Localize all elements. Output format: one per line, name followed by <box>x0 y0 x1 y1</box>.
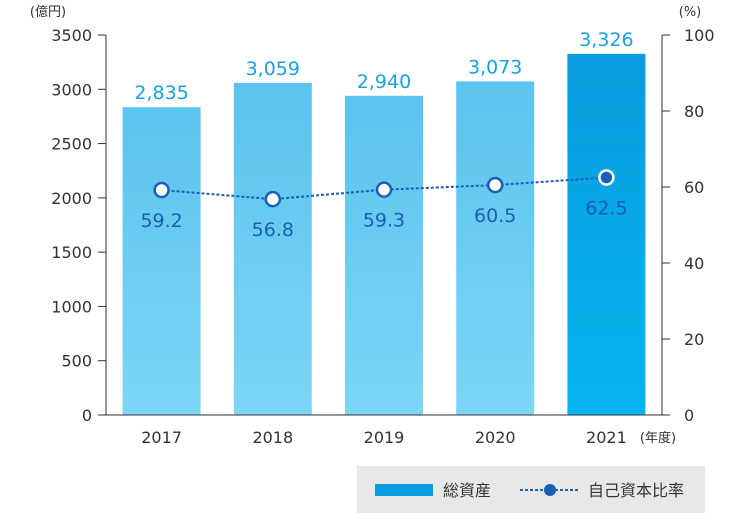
right-tick-label: 100 <box>684 26 715 45</box>
x-tick-label: 2018 <box>252 428 293 447</box>
right-tick-label: 60 <box>684 178 704 197</box>
left-tick-label: 2000 <box>51 189 92 208</box>
axes: 0 500 1000 1500 2000 2500 3000 3500 0 20 40 60 80 100 <box>51 26 714 425</box>
x-tick-label: 2020 <box>475 428 516 447</box>
bar-value-label: 2,940 <box>357 71 411 93</box>
left-tick-label: 1500 <box>51 243 92 262</box>
bar-value-label: 3,073 <box>468 56 522 78</box>
bar-2019 <box>345 95 423 416</box>
ratio-point-label: 56.8 <box>252 219 294 241</box>
x-tick-label: 2017 <box>141 428 182 447</box>
x-tick-label: 2021 <box>586 428 627 447</box>
bar-2021 <box>567 53 646 416</box>
ratio-point-label: 62.5 <box>585 198 627 220</box>
ratio-point <box>375 181 393 198</box>
ratio-point-label: 59.3 <box>363 210 405 232</box>
x-axis-unit: (年度) <box>640 430 676 446</box>
legend-line-label: 自己資本比率 <box>588 481 684 500</box>
ratio-line <box>161 176 607 201</box>
left-tick-label: 3500 <box>51 26 92 45</box>
right-tick-label: 80 <box>684 102 704 121</box>
legend-line-marker <box>544 484 556 496</box>
right-axis-unit: (%) <box>679 5 702 20</box>
left-tick-label: 500 <box>61 352 92 371</box>
ratio-point <box>264 190 282 208</box>
left-tick-label: 0 <box>82 406 92 425</box>
left-tick-label: 2500 <box>51 135 92 154</box>
right-tick-label: 20 <box>684 330 704 349</box>
ratio-point-label: 60.5 <box>474 205 516 227</box>
left-tick-label: 3000 <box>51 80 92 99</box>
bar-value-label: 2,835 <box>134 82 188 104</box>
bar-series: 2,835 3,059 2,940 3,073 3,326 <box>122 29 646 416</box>
bar-2020 <box>456 81 535 416</box>
bar-2017 <box>122 107 201 415</box>
ratio-point <box>598 169 615 186</box>
right-tick-label: 40 <box>684 254 704 273</box>
legend: 総資産 自己資本比率 <box>357 466 705 513</box>
right-tick-label: 0 <box>684 406 694 425</box>
ratio-line-series: 59.2 56.8 59.3 60.5 62.5 <box>140 169 628 241</box>
x-tick-label: 2019 <box>364 428 405 447</box>
legend-bar-swatch <box>375 484 433 496</box>
bar-value-label: 3,326 <box>579 29 633 51</box>
ratio-point <box>486 176 504 194</box>
left-tick-label: 1000 <box>51 297 92 316</box>
legend-bar-label: 総資産 <box>443 481 491 500</box>
x-axis-labels: 2017 2018 2019 2020 2021 <box>141 428 627 447</box>
ratio-point <box>153 181 170 199</box>
bar-value-label: 3,059 <box>246 58 300 80</box>
bar-2018 <box>233 82 312 415</box>
left-axis-unit: (億円) <box>30 4 66 20</box>
ratio-point-label: 59.2 <box>140 210 182 232</box>
